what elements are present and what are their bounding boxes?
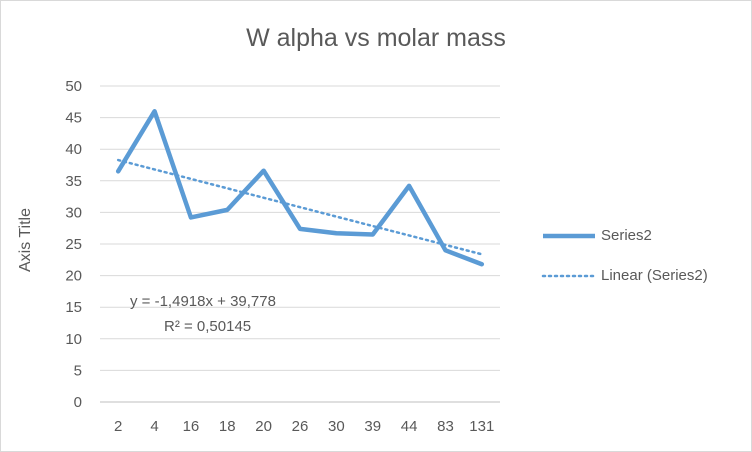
y-tick-label: 10 xyxy=(65,331,82,348)
x-tick-label: 20 xyxy=(255,418,272,435)
y-tick-label: 35 xyxy=(65,173,82,190)
legend-label-trendline: Linear (Series2) xyxy=(601,267,708,284)
y-tick-label: 25 xyxy=(65,236,82,253)
y-tick-label: 45 xyxy=(65,110,82,127)
chart-title: W alpha vs molar mass xyxy=(246,24,506,52)
x-tick-label: 18 xyxy=(219,418,236,435)
trendline-equation: y = -1,4918x + 39,778 xyxy=(130,293,276,310)
y-tick-label: 5 xyxy=(74,362,82,379)
x-tick-label: 39 xyxy=(364,418,381,435)
trendline xyxy=(116,158,484,256)
x-tick-label: 30 xyxy=(328,418,345,435)
x-tick-label: 26 xyxy=(292,418,309,435)
x-tick-label: 16 xyxy=(183,418,200,435)
y-tick-label: 20 xyxy=(65,268,82,285)
trendline-r-squared: R² = 0,50145 xyxy=(164,318,252,335)
x-tick-label: 2 xyxy=(114,418,122,435)
y-tick-label: 15 xyxy=(65,299,82,316)
x-tick-label: 4 xyxy=(150,418,158,435)
y-tick-label: 50 xyxy=(65,78,82,95)
legend-label-series2: Series2 xyxy=(601,227,652,244)
x-tick-label: 131 xyxy=(469,418,494,435)
y-tick-label: 0 xyxy=(74,394,82,411)
x-tick-label: 44 xyxy=(401,418,418,435)
y-tick-label: 40 xyxy=(65,141,82,158)
x-tick-label: 83 xyxy=(437,418,454,435)
y-tick-label: 30 xyxy=(65,204,82,221)
